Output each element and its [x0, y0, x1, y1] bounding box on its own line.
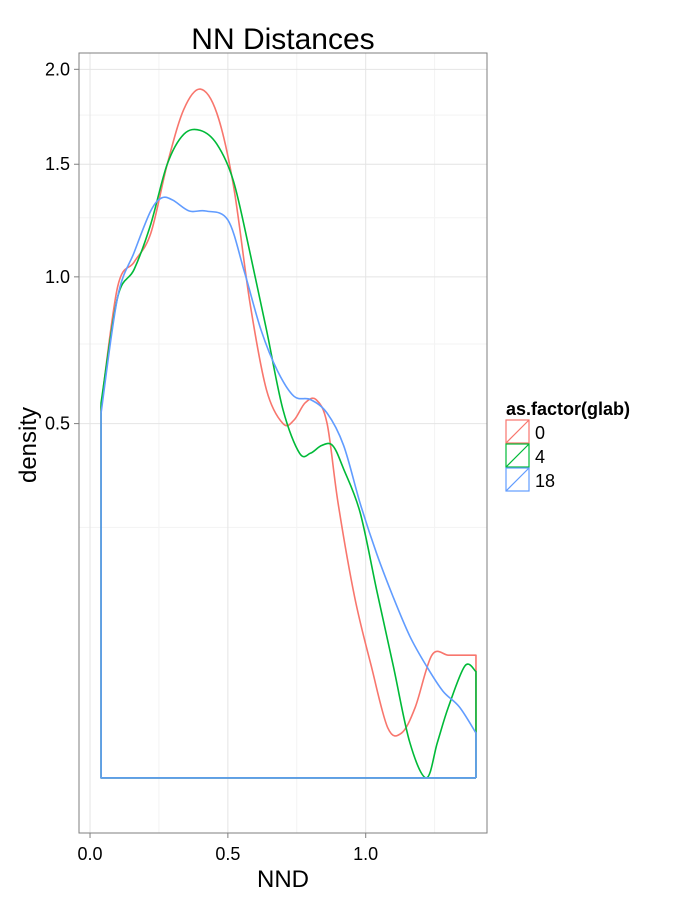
y-axis-title: density — [15, 407, 42, 483]
legend-label: 4 — [535, 447, 545, 467]
y-tick-label: 1.5 — [45, 154, 70, 174]
y-tick-label: 0.5 — [45, 414, 70, 434]
legend-key-line — [505, 467, 530, 492]
legend: as.factor(glab) 0 4 18 — [505, 399, 630, 492]
x-tick-label: 1.0 — [353, 844, 378, 864]
legend-label: 18 — [535, 471, 555, 491]
x-tick-label: 0.5 — [215, 844, 240, 864]
density-line-series-4 — [100, 128, 477, 779]
legend-item-18: 18 — [505, 467, 555, 492]
legend-item-4: 4 — [505, 443, 545, 468]
plot-border — [78, 52, 488, 834]
y-tick-label: 1.0 — [45, 267, 70, 287]
x-axis-title: NND — [257, 866, 309, 893]
legend-item-0: 0 — [505, 419, 545, 444]
legend-label: 0 — [535, 423, 545, 443]
density-line-series-18 — [100, 196, 477, 779]
y-tick-label: 2.0 — [45, 59, 70, 79]
legend-title: as.factor(glab) — [506, 399, 630, 419]
chart-title: NN Distances — [191, 23, 374, 56]
x-tick-label: 0.0 — [78, 844, 103, 864]
legend-key-line — [505, 419, 530, 444]
legend-key-line — [505, 443, 530, 468]
plot-panel — [79, 53, 487, 833]
